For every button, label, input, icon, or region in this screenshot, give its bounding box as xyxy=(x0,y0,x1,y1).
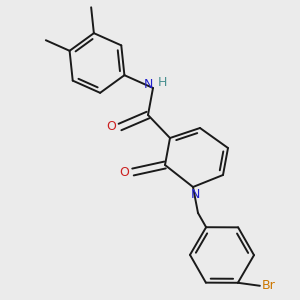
Text: Br: Br xyxy=(262,279,276,292)
Text: O: O xyxy=(106,121,116,134)
Text: N: N xyxy=(190,188,200,200)
Text: O: O xyxy=(119,167,129,179)
Text: H: H xyxy=(157,76,167,88)
Text: N: N xyxy=(143,79,153,92)
